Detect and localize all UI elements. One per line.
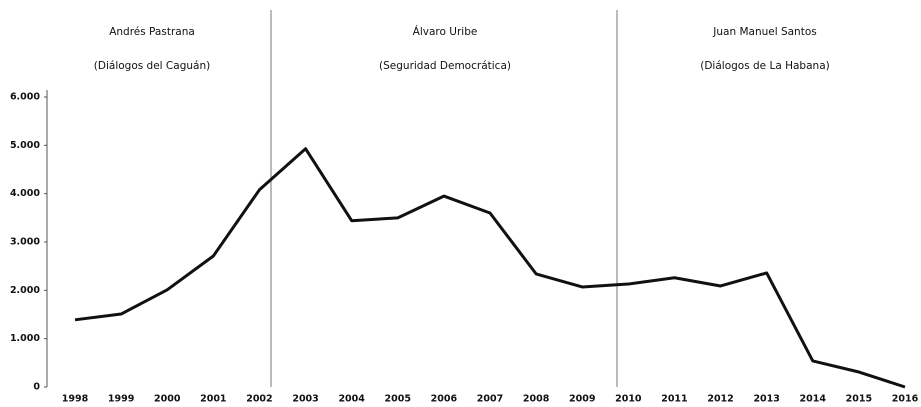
- x-tick-label: 2003: [292, 394, 318, 405]
- y-tick-label: 2.000: [10, 285, 40, 296]
- x-tick-label: 2014: [800, 394, 827, 405]
- y-tick-label: 4.000: [10, 188, 40, 199]
- period-name: Andrés Pastrana: [109, 26, 195, 38]
- x-tick-label: 2010: [615, 394, 642, 405]
- x-tick-label: 2009: [569, 394, 595, 405]
- x-tick-label: 2004: [338, 394, 365, 405]
- period-subtitle: (Diálogos del Caguán): [94, 60, 210, 72]
- x-tick-label: 1999: [108, 394, 134, 405]
- x-tick-label: 2007: [477, 394, 503, 405]
- line: [74, 147, 906, 389]
- y-tick-label: 0: [33, 382, 40, 393]
- period-name: Álvaro Uribe: [413, 25, 478, 38]
- x-tick-label: 2012: [707, 394, 733, 405]
- period-subtitle: (Diálogos de La Habana): [700, 60, 829, 72]
- x-tick-label: 2006: [431, 394, 458, 405]
- x-tick-label: 2005: [385, 394, 411, 405]
- y-tick-label: 3.000: [10, 237, 40, 248]
- x-tick-label: 2002: [246, 394, 272, 405]
- x-tick-label: 2011: [661, 394, 687, 405]
- x-tick-label: 2015: [846, 394, 872, 405]
- y-tick-label: 6.000: [10, 92, 40, 103]
- x-tick-label: 2013: [753, 394, 779, 405]
- period-name: Juan Manuel Santos: [712, 26, 816, 38]
- period-subtitle: (Seguridad Democrática): [379, 60, 511, 72]
- x-tick-label: 2001: [200, 394, 226, 405]
- x-tick-label: 2000: [154, 394, 181, 405]
- x-tick-label: 2008: [523, 394, 550, 405]
- y-tick-label: 1.000: [10, 333, 40, 344]
- x-tick-label: 1998: [62, 394, 89, 405]
- x-tick-label: 2016: [892, 394, 919, 405]
- y-tick-label: 5.000: [10, 140, 40, 151]
